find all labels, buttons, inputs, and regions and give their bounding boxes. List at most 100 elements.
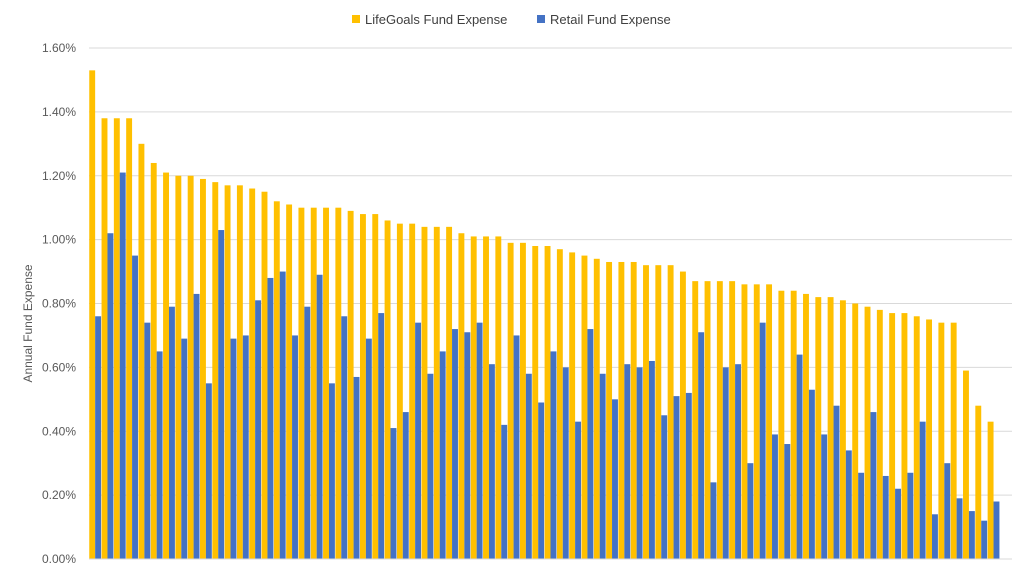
lifegoals-bar [544, 246, 551, 559]
y-tick-label: 0.20% [42, 488, 76, 502]
legend-label: Retail Fund Expense [550, 12, 671, 27]
lifegoals-bar [876, 309, 883, 559]
lifegoals-bar [323, 207, 329, 559]
retail-bar [292, 335, 298, 559]
retail-bar [747, 463, 754, 559]
lifegoals-bar [581, 255, 588, 559]
lifegoals-bar [950, 322, 957, 559]
retail-bar [353, 376, 360, 559]
lifegoals-bar [507, 242, 514, 559]
retail-bar [452, 329, 458, 559]
lifegoals-bar [741, 284, 748, 559]
retail-bar [390, 428, 397, 559]
lifegoals-bar [446, 226, 453, 559]
legend: LifeGoals Fund Expense Retail Fund Expens… [352, 12, 671, 27]
y-tick-label: 1.60% [42, 41, 76, 55]
lifegoals-bar [458, 233, 465, 560]
lifegoals-bar [593, 258, 600, 559]
lifegoals-bar [163, 172, 169, 559]
retail-bar [882, 475, 889, 559]
retail-bar [378, 313, 385, 559]
y-tick-label: 1.40% [42, 105, 76, 119]
retail-bar [944, 463, 951, 559]
retail-bar [242, 335, 249, 559]
retail-bar [341, 316, 348, 559]
lifegoals-bar [901, 313, 908, 559]
retail-bar [661, 415, 668, 559]
retail-bar [612, 399, 618, 559]
retail-bar [562, 367, 569, 559]
legend-item: Retail Fund Expense [537, 12, 671, 27]
retail-bar [735, 364, 742, 559]
lifegoals-bar [470, 236, 477, 559]
lifegoals-bar [987, 421, 994, 559]
retail-bar [575, 421, 582, 559]
retail-bar [870, 412, 877, 559]
retail-bar [993, 501, 1000, 559]
retail-bar [624, 364, 631, 559]
retail-bar [907, 472, 914, 559]
bars [89, 70, 1000, 560]
y-tick-label: 1.00% [42, 233, 76, 247]
lifegoals-bar [606, 261, 613, 559]
lifegoals-bar [716, 281, 723, 559]
lifegoals-bar [643, 265, 649, 559]
lifegoals-bar [692, 281, 699, 559]
retail-bar [132, 255, 138, 559]
retail-bar [205, 383, 212, 559]
retail-bar [304, 306, 311, 559]
retail-bar [193, 293, 200, 559]
retail-bar [439, 351, 446, 559]
retail-bar [95, 316, 102, 559]
lifegoals-bar [655, 265, 662, 559]
lifegoals-bar [347, 210, 354, 559]
retail-bar [968, 511, 975, 559]
legend-label: LifeGoals Fund Expense [365, 12, 507, 27]
legend-swatch [352, 15, 360, 23]
lifegoals-bar [864, 306, 871, 559]
retail-bar [488, 364, 495, 559]
retail-bar [328, 383, 335, 559]
retail-bar [402, 412, 409, 559]
retail-bar [673, 396, 680, 559]
lifegoals-bar [790, 290, 797, 559]
retail-bar [956, 498, 963, 559]
retail-bar [550, 351, 557, 559]
lifegoals-bar [261, 191, 268, 559]
lifegoals-bar [200, 178, 206, 559]
retail-bar [833, 405, 840, 559]
lifegoals-bar [704, 281, 711, 559]
y-tick-label: 0.80% [42, 297, 76, 311]
retail-bar [599, 373, 606, 559]
retail-bar [698, 332, 705, 559]
retail-bar [538, 402, 545, 559]
y-axis-tick-labels: 0.00% 0.20% 0.40% 0.60% 0.80% 1.00% 1.20% 1.40%… [42, 41, 76, 566]
legend-item: LifeGoals Fund Expense [352, 12, 507, 27]
retail-bar [710, 482, 717, 559]
retail-bar [255, 300, 262, 559]
lifegoals-bar [236, 185, 243, 560]
retail-bar [587, 329, 594, 559]
retail-bar [895, 488, 901, 559]
lifegoals-bar [839, 300, 846, 559]
retail-bar [365, 338, 372, 559]
lifegoals-bar [753, 284, 760, 559]
retail-bar [919, 421, 926, 559]
retail-bar [784, 444, 791, 559]
y-tick-label: 0.00% [42, 552, 76, 566]
lifegoals-bar [335, 207, 342, 559]
lifegoals-bar [667, 265, 674, 559]
lifegoals-bar [913, 316, 920, 559]
retail-bar [464, 332, 471, 559]
lifegoals-bar [519, 242, 526, 559]
lifegoals-bar [926, 319, 933, 559]
lifegoals-bar [778, 290, 785, 559]
lifegoals-bar [827, 297, 834, 559]
retail-bar [796, 354, 803, 559]
lifegoals-bar [89, 70, 96, 559]
lifegoals-bar [359, 214, 366, 559]
retail-bar [722, 367, 729, 559]
lifegoals-bar [679, 271, 686, 559]
lifegoals-bar [138, 143, 145, 559]
